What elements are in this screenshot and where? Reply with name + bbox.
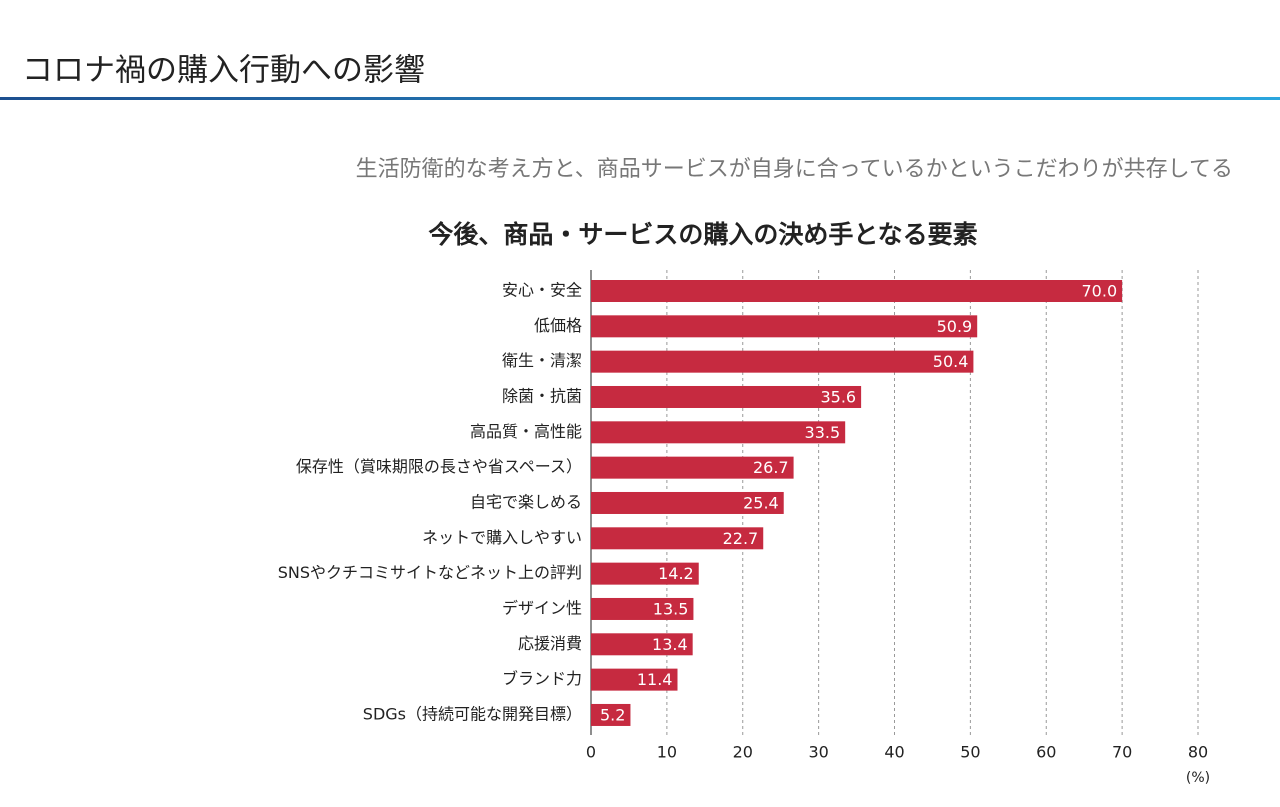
y-tick-label: 応援消費: [518, 634, 582, 653]
y-tick-label: 低価格: [534, 316, 582, 335]
value-label: 5.2: [600, 705, 625, 724]
value-label: 22.7: [723, 529, 759, 548]
value-label: 14.2: [658, 564, 694, 583]
value-label: 50.9: [937, 317, 973, 336]
bar: [591, 315, 978, 338]
bar: [591, 633, 693, 656]
x-tick-label: 20: [733, 743, 753, 762]
y-tick-label: 保存性（賞味期限の長さや省スペース）: [296, 457, 582, 476]
x-tick-label: 50: [960, 743, 980, 762]
bar: [591, 668, 678, 691]
y-tick-label: SNSやクチコミサイトなどネット上の評判: [278, 563, 582, 582]
y-tick-label: ブランド力: [502, 669, 582, 688]
y-tick-label: デザイン性: [502, 598, 582, 617]
y-tick-label: 除菌・抗菌: [502, 386, 582, 405]
value-label: 35.6: [820, 387, 856, 406]
value-label: 13.4: [652, 635, 688, 654]
x-tick-label: 60: [1036, 743, 1056, 762]
x-tick-label: 80: [1188, 743, 1208, 762]
bar: [591, 491, 784, 514]
bar: [591, 456, 794, 479]
value-label: 11.4: [637, 670, 673, 689]
bar: [591, 597, 694, 620]
subtitle: 生活防衛的な考え方と、商品サービスが自身に合っているかというこだわりが共存してる: [356, 157, 1233, 182]
bar: [591, 527, 764, 550]
x-axis-label: (%): [1186, 770, 1210, 786]
value-label: 33.5: [805, 423, 841, 442]
slide-title: コロナ禍の購入行動への影響: [22, 53, 425, 89]
y-tick-label: SDGs（持続可能な開発目標）: [363, 704, 582, 723]
x-tick-label: 10: [657, 743, 677, 762]
bar: [591, 385, 862, 408]
bar: [591, 562, 699, 585]
y-tick-label: 衛生・清潔: [502, 351, 582, 370]
value-label: 26.7: [753, 458, 789, 477]
x-tick-label: 30: [808, 743, 828, 762]
y-tick-label: 安心・安全: [502, 281, 582, 300]
value-label: 70.0: [1082, 282, 1118, 301]
bar: [591, 350, 974, 373]
y-tick-label: 高品質・高性能: [470, 422, 582, 441]
y-tick-label: ネットで購入しやすい: [422, 528, 582, 547]
value-label: 13.5: [653, 599, 689, 618]
title-rule: [0, 97, 1280, 100]
x-tick-label: 0: [586, 743, 596, 762]
x-tick-label: 70: [1112, 743, 1132, 762]
value-label: 50.4: [933, 352, 969, 371]
bar: [591, 280, 1123, 302]
bar: [591, 703, 631, 726]
chart-title: 今後、商品・サービスの購入の決め手となる要素: [428, 220, 977, 249]
value-label: 25.4: [743, 493, 779, 512]
bar: [591, 421, 846, 444]
x-tick-label: 40: [884, 743, 904, 762]
y-tick-label: 自宅で楽しめる: [470, 492, 582, 511]
